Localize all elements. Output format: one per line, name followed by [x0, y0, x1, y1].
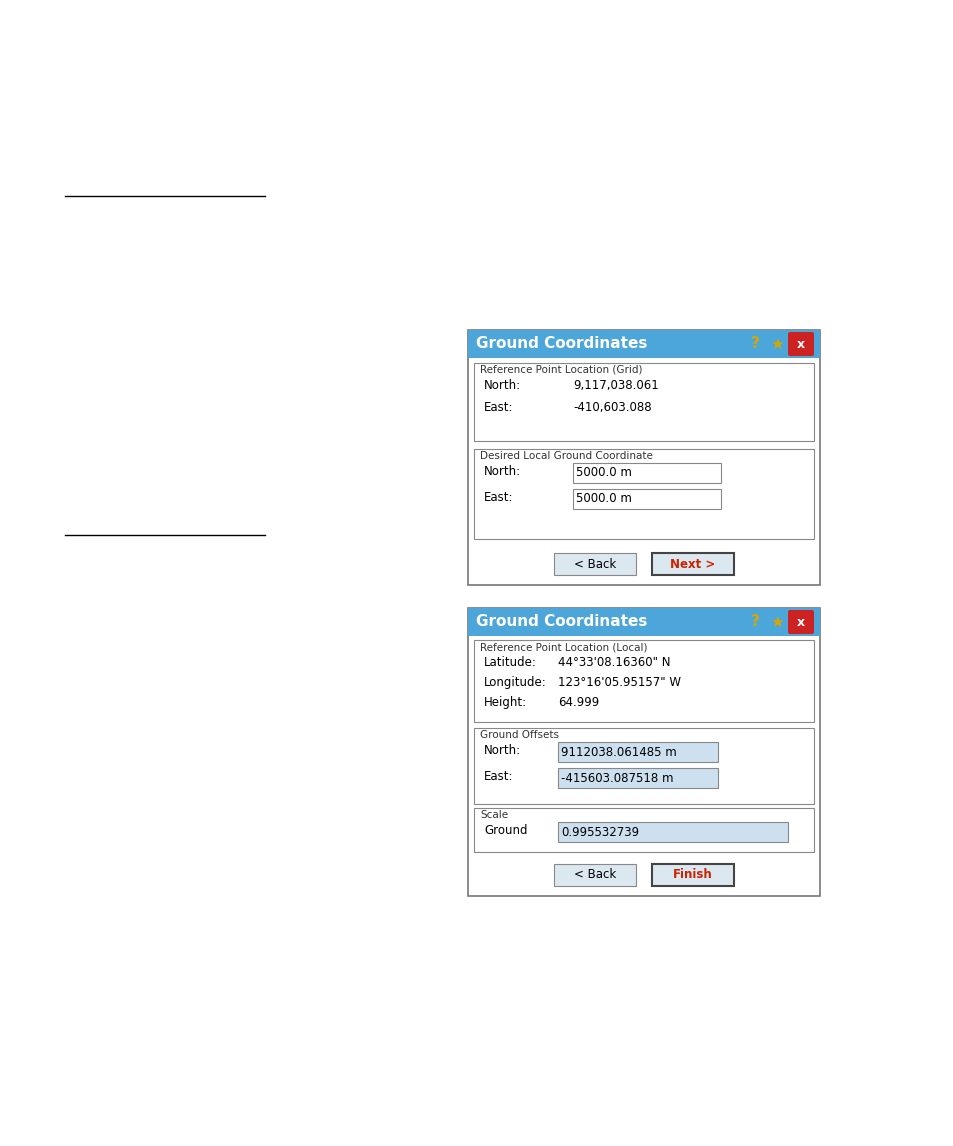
Bar [558, 741, 718, 762]
Text: Desired Local Ground Coordinate: Desired Local Ground Coordinate [479, 452, 652, 461]
Text: 64.999: 64.999 [558, 696, 598, 709]
Text: Height:: Height: [483, 696, 527, 709]
Text: East:: East: [483, 490, 513, 504]
Bar [474, 639, 813, 722]
Text: East:: East: [483, 401, 513, 414]
Text: East:: East: [483, 770, 513, 783]
Text: 9112038.061485 m: 9112038.061485 m [560, 746, 676, 759]
Bar [651, 554, 733, 575]
Text: Reference Point Location (Local): Reference Point Location (Local) [479, 642, 647, 652]
Text: -415603.087518 m: -415603.087518 m [560, 771, 673, 785]
Bar [468, 330, 820, 358]
Bar [474, 808, 813, 851]
Bar [573, 463, 720, 482]
Bar [474, 449, 813, 539]
Text: Ground Offsets: Ground Offsets [479, 730, 558, 740]
Text: x: x [796, 338, 804, 351]
Bar [468, 609, 820, 896]
Text: 5000.0 m: 5000.0 m [576, 466, 631, 479]
Bar [468, 330, 820, 584]
Text: 0.995532739: 0.995532739 [560, 825, 639, 839]
Text: Ground Coordinates: Ground Coordinates [476, 337, 647, 352]
Text: < Back: < Back [574, 557, 616, 571]
Text: Next >: Next > [670, 557, 715, 571]
Bar [573, 489, 720, 509]
Bar [558, 822, 787, 842]
Bar [474, 728, 813, 804]
Bar [468, 609, 820, 636]
Text: Scale: Scale [479, 810, 508, 821]
Bar [651, 864, 733, 886]
Text: 44°33'08.16360" N: 44°33'08.16360" N [558, 656, 670, 669]
Text: ?: ? [750, 337, 759, 352]
Text: Finish: Finish [673, 869, 712, 881]
Text: Longitude:: Longitude: [483, 676, 546, 689]
Text: < Back: < Back [574, 869, 616, 881]
Text: 5000.0 m: 5000.0 m [576, 493, 631, 505]
FancyBboxPatch shape [787, 332, 813, 356]
Bar [558, 768, 718, 788]
Bar [474, 363, 813, 441]
FancyBboxPatch shape [787, 610, 813, 634]
Text: North:: North: [483, 379, 520, 392]
Text: North:: North: [483, 744, 520, 758]
Text: ★: ★ [769, 614, 783, 629]
Text: Latitude:: Latitude: [483, 656, 537, 669]
Text: Reference Point Location (Grid): Reference Point Location (Grid) [479, 364, 641, 375]
Text: North:: North: [483, 465, 520, 478]
Text: x: x [796, 615, 804, 628]
Bar [554, 554, 636, 575]
Text: -410,603.088: -410,603.088 [573, 401, 651, 414]
Text: 9,117,038.061: 9,117,038.061 [573, 379, 659, 392]
Text: 123°16'05.95157" W: 123°16'05.95157" W [558, 676, 680, 689]
Text: ?: ? [750, 614, 759, 629]
Text: Ground: Ground [483, 824, 527, 837]
Text: Ground Coordinates: Ground Coordinates [476, 614, 647, 629]
Text: ★: ★ [769, 337, 783, 352]
Bar [554, 864, 636, 886]
